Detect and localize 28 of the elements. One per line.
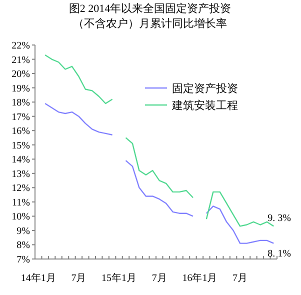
y-tick-label: 8% <box>16 240 30 252</box>
x-tick-label: 15年1月 <box>102 272 137 284</box>
legend-label: 固定资产投资 <box>172 82 238 95</box>
y-tick-label: 11% <box>12 197 30 208</box>
y-tick-label: 17% <box>12 112 30 123</box>
y-tick-label: 10% <box>12 212 30 223</box>
legend-label: 建筑安装工程 <box>171 99 238 112</box>
y-tick-label: 13% <box>12 168 30 180</box>
chart-subtitle: （不含农户）月累计同比增长率 <box>73 17 227 30</box>
x-tick-label: 14年1月 <box>20 272 56 284</box>
y-tick-label: 18% <box>12 98 30 109</box>
y-tick-label: 12% <box>12 183 30 194</box>
y-tick-label: 19% <box>12 83 30 94</box>
y-tick-label: 14% <box>12 154 30 166</box>
y-tick-label: 7% <box>16 254 30 266</box>
y-tick-label: 9% <box>16 226 30 237</box>
x-tick-label: 7月 <box>71 273 86 284</box>
data-label: 8. 1% <box>268 248 291 260</box>
y-tick-label: 16% <box>12 126 30 138</box>
data-label: 9. 3% <box>268 213 291 224</box>
y-tick-label: 15% <box>12 140 30 152</box>
x-tick-label: 7月 <box>232 273 248 284</box>
chart-title: 图2 2014年以来全国固定资产投资 <box>68 2 232 15</box>
y-tick-label: 20% <box>12 69 30 80</box>
y-tick-label: 22% <box>12 40 30 52</box>
y-tick-label: 21% <box>12 54 30 66</box>
x-tick-label: 7月 <box>152 273 167 284</box>
x-tick-label: 16年1月 <box>182 272 218 284</box>
